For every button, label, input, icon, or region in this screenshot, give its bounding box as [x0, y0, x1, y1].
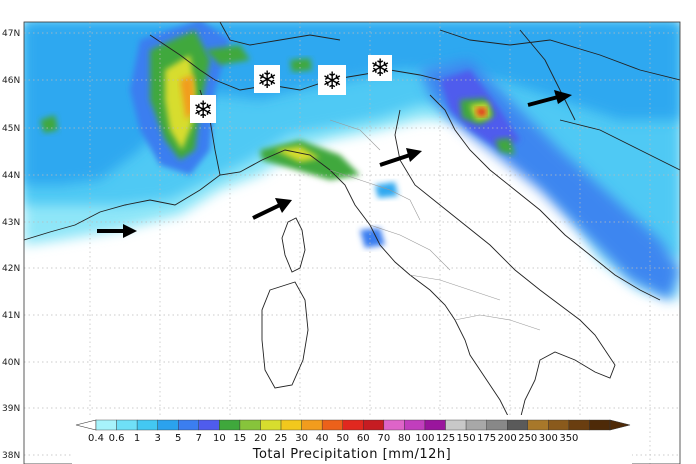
colorbar-swatch: [239, 419, 261, 431]
colorbar-tick-labels: 0.4 0.6 1 3 5 7 10 15 20 25 30 40 50 60 70 80 100 125 150 1…: [88, 433, 578, 444]
snowflake-icon: ❄: [318, 65, 346, 95]
colorbar-swatch: [260, 419, 282, 431]
colorbar-tick-label: 150: [457, 433, 476, 444]
svg-text:❄: ❄: [193, 96, 213, 124]
colorbar-tick-label: 10: [213, 433, 226, 444]
lat-label: 40N: [2, 358, 20, 368]
colorbar-swatch: [157, 419, 179, 431]
colorbar-swatch: [486, 419, 508, 431]
colorbar-tick-label: 3: [154, 433, 160, 444]
wind-arrow-icon: [97, 224, 137, 238]
colorbar-swatch: [301, 419, 323, 431]
colorbar-tick-label: 15: [234, 433, 247, 444]
colorbar-tick-label: 0.4: [88, 433, 104, 444]
colorbar-swatch: [198, 419, 220, 431]
wind-arrow-icon: [252, 198, 292, 220]
colorbar-swatch: [568, 419, 590, 431]
colorbar-swatch: [404, 419, 426, 431]
lat-label: 47N: [2, 29, 20, 39]
colorbar-tick-label: 175: [477, 433, 496, 444]
colorbar-tick-label: 60: [357, 433, 370, 444]
colorbar-tick-label: 20: [254, 433, 267, 444]
colorbar-legend: 0.4 0.6 1 3 5 7 10 15 20 25 30 40 50 60 70 80 100 125 150 1…: [72, 415, 632, 464]
colorbar-tick-label: 350: [559, 433, 578, 444]
colorbar-swatch: [136, 419, 158, 431]
colorbar-swatch: [280, 419, 302, 431]
colorbar-tick-label: 200: [498, 433, 517, 444]
svg-text:❄: ❄: [370, 54, 390, 82]
colorbar-swatch: [507, 419, 528, 431]
colorbar-tick-label: 100: [415, 433, 434, 444]
svg-text:❄: ❄: [257, 66, 277, 94]
colorbar-tick-label: 7: [196, 433, 202, 444]
colorbar-tick-label: 50: [336, 433, 349, 444]
snowflake-icon: ❄: [190, 95, 216, 124]
colorbar-tick-label: 30: [295, 433, 308, 444]
map-canvas: ❄ ❄ ❄ ❄: [24, 22, 680, 464]
wind-arrow-icon: [527, 90, 572, 107]
lat-label: 41N: [2, 311, 20, 321]
colorbar-swatch: [178, 419, 200, 431]
colorbar-swatch: [589, 419, 611, 431]
lat-label: 46N: [2, 76, 20, 86]
colorbar-swatch: [321, 419, 343, 431]
colorbar-swatches: [75, 419, 631, 431]
snowflake-icons: ❄ ❄ ❄ ❄: [190, 54, 392, 124]
colorbar-swatch: [465, 419, 487, 431]
colorbar-swatch: [95, 419, 117, 431]
colorbar-swatch: [116, 419, 138, 431]
colorbar-swatch: [527, 419, 549, 431]
map-frame: [23, 21, 681, 464]
colorbar-tick-label: 250: [518, 433, 537, 444]
colorbar-tick-label: 80: [398, 433, 411, 444]
colorbar-swatch: [424, 419, 446, 431]
colorbar-swatch: [363, 419, 385, 431]
lat-label: 44N: [2, 171, 20, 181]
lat-label: 38N: [2, 451, 20, 461]
snowflake-icon: ❄: [254, 65, 280, 94]
regional-borders: [329, 119, 541, 331]
colorbar-tick-label: 1: [134, 433, 140, 444]
colorbar-title: Total Precipitation [mm/12h]: [252, 447, 452, 462]
colorbar-tick-label: 25: [275, 433, 288, 444]
svg-text:❄: ❄: [322, 67, 342, 95]
colorbar-over-arrow: [609, 419, 631, 431]
colorbar-swatch: [445, 419, 467, 431]
colorbar-tick-label: 40: [316, 433, 329, 444]
colorbar-swatch: [342, 419, 364, 431]
wind-arrows: [97, 90, 572, 238]
latitude-labels: 47N 46N 45N 44N 43N 42N 41N 40N 39N 38N: [2, 29, 20, 461]
lat-label: 39N: [2, 404, 20, 414]
colorbar-swatch: [383, 419, 405, 431]
colorbar-tick-label: 5: [175, 433, 181, 444]
lat-label: 42N: [2, 264, 20, 274]
colorbar-tick-label: 125: [436, 433, 455, 444]
lat-label: 45N: [2, 124, 20, 134]
wind-arrow-icon: [379, 148, 422, 167]
colorbar-tick-label: 300: [539, 433, 558, 444]
colorbar-tick-label: 0.6: [109, 433, 125, 444]
lat-label: 43N: [2, 218, 20, 228]
colorbar-swatch: [219, 419, 241, 431]
colorbar-tick-label: 70: [377, 433, 390, 444]
snowflake-icon: ❄: [368, 54, 392, 82]
colorbar-swatch: [548, 419, 570, 431]
